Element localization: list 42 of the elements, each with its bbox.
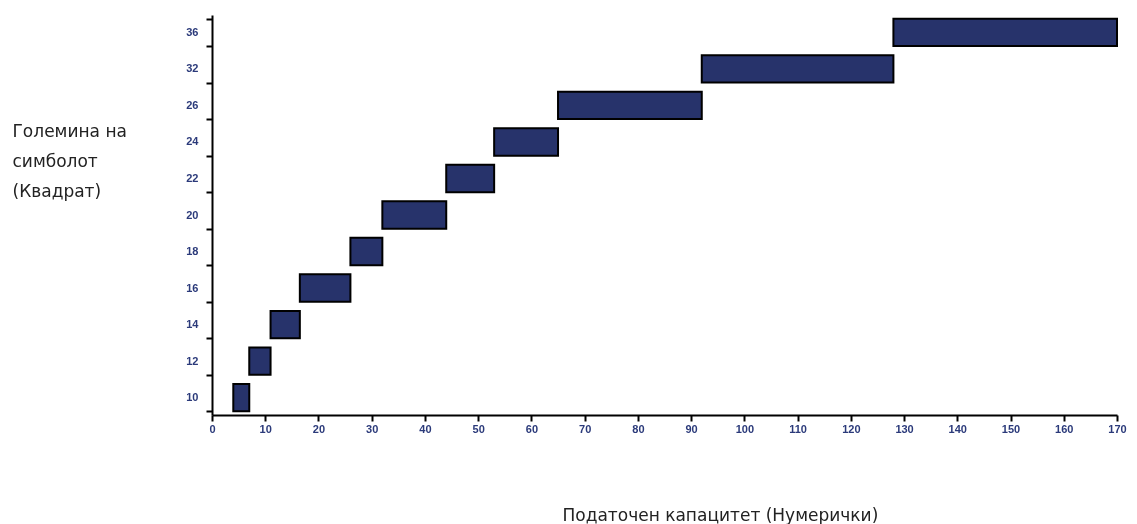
bar [248, 346, 272, 376]
x-tick-label: 130 [895, 422, 914, 435]
bar [269, 309, 301, 340]
x-tick-label: 150 [1001, 422, 1021, 435]
x-tick-label: 120 [842, 422, 861, 435]
y-tick-label: 20 [186, 208, 199, 221]
x-tick-label: 170 [1108, 422, 1127, 435]
bar [232, 382, 251, 413]
x-tick-label: 70 [579, 422, 592, 435]
bar [298, 273, 352, 303]
bar [493, 127, 560, 157]
y-tick-label: 22 [186, 171, 199, 184]
y-tick-label: 18 [186, 245, 199, 258]
x-tick-label: 50 [472, 422, 485, 435]
bar [381, 200, 448, 230]
x-tick-label: 100 [735, 422, 755, 435]
x-tick-label: 160 [1055, 422, 1074, 435]
x-tick-label: 10 [259, 422, 272, 435]
y-tick-label: 24 [186, 135, 200, 148]
x-tick-label: 20 [312, 422, 326, 435]
y-tick-label: 26 [186, 98, 199, 111]
x-tick-label: 140 [948, 422, 967, 435]
x-tick-label: 90 [685, 422, 698, 435]
x-tick-label: 40 [419, 422, 432, 435]
x-tick-label: 60 [525, 422, 539, 435]
y-tick-label: 36 [186, 25, 199, 38]
x-tick-label: 110 [789, 422, 807, 435]
y-axis-title: Големина на симболот (Квадрат) [12, 120, 127, 201]
x-axis-title: Податочен капацитет (Нумерички) [562, 504, 879, 524]
bar [700, 54, 895, 84]
y-tick-label: 10 [186, 391, 199, 404]
x-tick-label: 0 [209, 422, 216, 435]
y-tick-label: 16 [186, 281, 199, 294]
x-tick-label: 30 [366, 422, 379, 435]
y-tick-label: 32 [186, 62, 199, 75]
bar [557, 90, 703, 121]
y-tick-label: 14 [186, 318, 200, 331]
bar [349, 236, 384, 267]
bar [445, 163, 496, 194]
x-tick-label: 80 [632, 422, 645, 435]
y-tick-label: 12 [186, 354, 199, 367]
bar [892, 17, 1118, 48]
